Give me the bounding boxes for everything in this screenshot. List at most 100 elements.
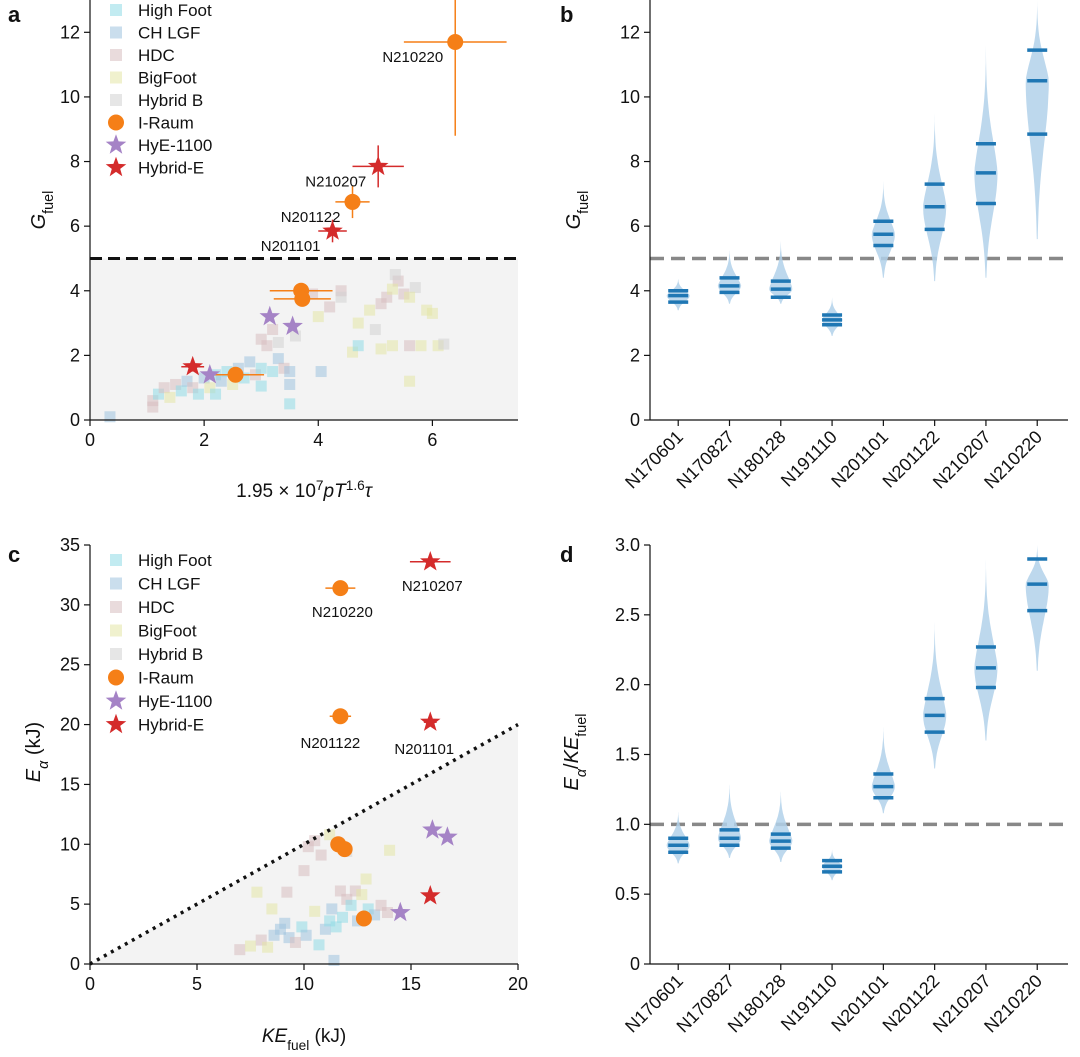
legend-marker xyxy=(110,4,122,16)
data-point-square xyxy=(375,899,387,911)
panel-label: b xyxy=(560,2,573,27)
shot-label: N210220 xyxy=(382,49,443,66)
legend-marker xyxy=(105,690,127,710)
data-point-square xyxy=(432,340,444,352)
data-point-square xyxy=(352,340,364,352)
diagonal-line xyxy=(89,723,519,966)
legend-marker xyxy=(108,669,124,686)
y-tick-label: 0 xyxy=(630,954,640,974)
data-point-square xyxy=(335,291,347,303)
data-point-square xyxy=(300,929,312,941)
data-point-circle xyxy=(332,580,349,597)
data-point-square xyxy=(330,921,342,933)
data-point-square xyxy=(309,835,321,847)
panel-label: a xyxy=(8,2,21,27)
data-point-square xyxy=(369,324,381,336)
data-point-square xyxy=(324,301,336,313)
data-point-square xyxy=(375,298,387,310)
data-point-square xyxy=(284,366,296,378)
legend-marker xyxy=(110,26,122,39)
data-point-square xyxy=(272,353,284,365)
data-point-square xyxy=(296,921,308,933)
data-point-square xyxy=(215,375,227,387)
x-tick-label: 4 xyxy=(313,430,323,450)
data-point-star xyxy=(420,551,441,571)
data-point-star xyxy=(322,220,343,240)
data-point-star xyxy=(199,364,221,384)
y-axis-label: Eα/KEfuel xyxy=(561,713,590,790)
legend-marker xyxy=(110,601,122,613)
y-tick-label: 15 xyxy=(60,774,80,794)
data-point-square xyxy=(369,909,381,921)
data-point-square xyxy=(315,849,327,861)
data-point-star xyxy=(182,355,203,376)
data-point-circle xyxy=(447,34,464,50)
data-point-circle xyxy=(294,290,311,307)
data-point-square xyxy=(309,905,321,917)
violin-body xyxy=(769,789,793,862)
violin-body xyxy=(974,45,998,278)
y-tick-label: 2 xyxy=(630,345,640,365)
data-point-square xyxy=(192,388,204,400)
legend-label: HyE-1100 xyxy=(138,136,212,155)
data-point-square xyxy=(324,915,336,927)
data-point-square xyxy=(104,411,116,423)
data-point-square xyxy=(326,903,338,915)
data-point-square xyxy=(426,307,438,319)
y-tick-label: 1.5 xyxy=(615,745,640,765)
legend-marker xyxy=(105,713,127,734)
y-tick-label: 8 xyxy=(70,152,80,172)
panel-c: N210207 N210220 N201122 N201101 0 5 10 15 20 25 30… xyxy=(8,535,528,1053)
data-point-square xyxy=(158,382,170,394)
y-tick-label: 30 xyxy=(60,595,80,615)
violin-body xyxy=(923,621,947,769)
x-tick-label: 10 xyxy=(294,974,314,994)
y-tick-label: 12 xyxy=(620,22,640,42)
data-point-square xyxy=(244,356,256,368)
legend-label: Hybrid-E xyxy=(138,716,204,735)
legend-marker xyxy=(108,114,124,131)
legend-marker xyxy=(110,648,122,660)
data-point-circle xyxy=(227,366,244,383)
y-tick-label: 2 xyxy=(70,345,80,365)
data-point-square xyxy=(404,375,416,387)
data-point-square xyxy=(347,346,359,358)
legend-label: I-Raum xyxy=(138,669,194,688)
legend-marker xyxy=(110,624,122,637)
violin-body xyxy=(1025,0,1049,240)
data-point-square xyxy=(255,362,267,374)
data-point-square xyxy=(384,844,396,856)
panel-label: d xyxy=(560,542,573,567)
legend-label: Hybrid B xyxy=(138,645,203,664)
data-point-square xyxy=(152,388,164,400)
data-point-square xyxy=(289,936,301,948)
y-tick-label: 6 xyxy=(70,216,80,236)
legend-label: High Foot xyxy=(138,551,212,570)
data-point-square xyxy=(284,398,296,410)
data-point-square xyxy=(234,944,246,956)
y-tick-label: 35 xyxy=(60,535,80,555)
data-point-square xyxy=(364,304,376,316)
data-point-square xyxy=(227,378,239,390)
data-point-square xyxy=(386,283,398,295)
data-point-circle xyxy=(332,708,349,725)
data-point-square xyxy=(210,388,222,400)
data-point-square xyxy=(341,893,353,905)
data-point-square xyxy=(307,288,319,300)
data-point-square xyxy=(328,954,340,966)
data-point-star xyxy=(437,826,458,846)
y-tick-label: 4 xyxy=(630,281,640,301)
data-point-square xyxy=(289,330,301,342)
shot-label: N201101 xyxy=(261,238,321,255)
data-point-square xyxy=(251,886,263,898)
y-tick-label: 5 xyxy=(70,894,80,914)
data-point-square xyxy=(319,923,331,935)
y-tick-label: 25 xyxy=(60,655,80,675)
y-tick-label: 1.0 xyxy=(615,814,640,834)
data-point-square xyxy=(324,829,336,841)
data-point-circle xyxy=(336,841,353,858)
data-point-square xyxy=(298,865,310,877)
data-point-square xyxy=(255,380,267,392)
shot-label: N201122 xyxy=(300,735,360,752)
data-point-star xyxy=(420,711,441,731)
